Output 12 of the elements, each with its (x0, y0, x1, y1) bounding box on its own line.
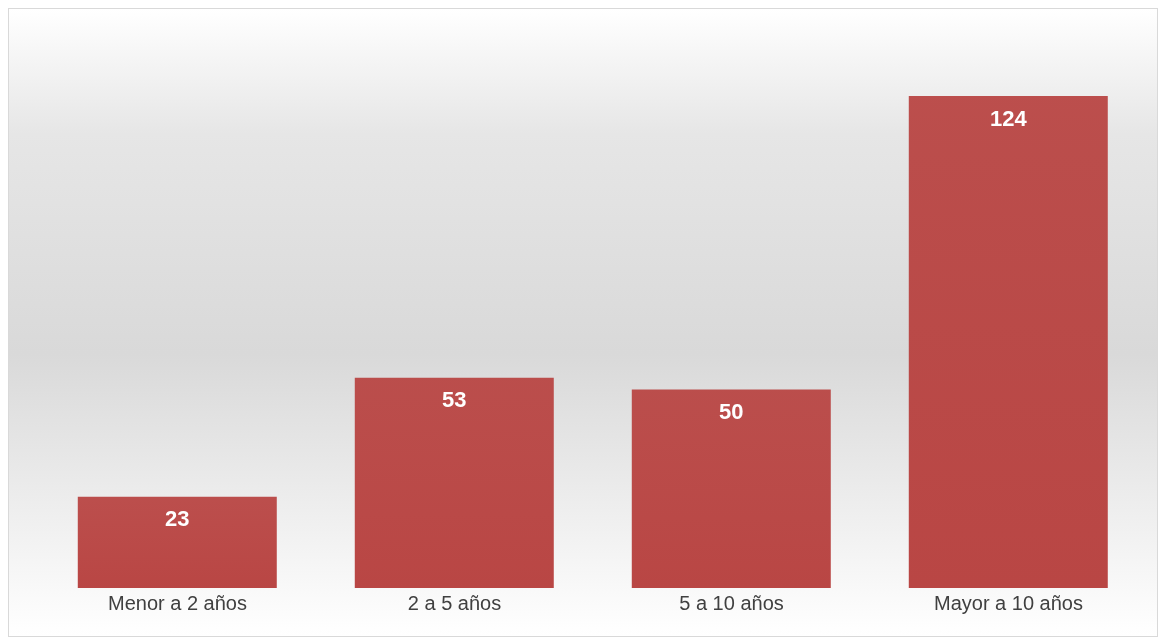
x-tick-label: Menor a 2 años (108, 592, 247, 615)
data-label: 124 (989, 105, 1028, 131)
bar (631, 389, 831, 588)
x-tick-label: 5 a 10 años (679, 592, 784, 615)
x-tick-label: 2 a 5 años (407, 592, 502, 615)
data-label: 53 (442, 387, 467, 413)
x-tick-label: Mayor a 10 años (934, 592, 1083, 615)
bar (77, 496, 277, 588)
data-label: 23 (165, 506, 190, 532)
data-label: 50 (719, 399, 744, 425)
bar (908, 96, 1108, 588)
bar (354, 377, 554, 588)
